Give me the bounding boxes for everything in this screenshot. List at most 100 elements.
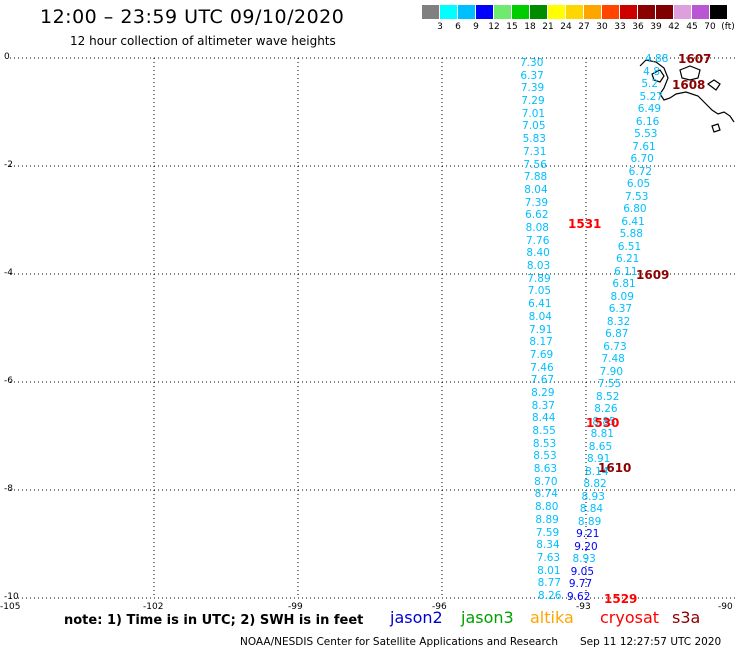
wave-height-value: 8.84 xyxy=(579,503,604,516)
wave-height-value: 6.80 xyxy=(623,203,647,216)
wave-height-value: 6.73 xyxy=(603,340,627,353)
lat-tick-label: -2 xyxy=(4,160,13,170)
wave-height-value: 6.37 xyxy=(608,303,633,316)
map-title: 12:00 – 23:59 UTC 09/10/2020 xyxy=(40,6,345,28)
lat-tick-label: -10 xyxy=(4,592,19,602)
wave-height-value: 7.67 xyxy=(530,374,555,387)
wave-height-value: 8.89 xyxy=(535,513,559,526)
wave-height-value: 9.20 xyxy=(574,540,598,553)
wave-height-value: 8.93 xyxy=(572,553,596,566)
wave-height-value: 8.77 xyxy=(537,577,561,590)
generated-timestamp: Sep 11 12:27:57 UTC 2020 xyxy=(580,636,722,648)
wave-height-value: 4.88 xyxy=(645,53,669,65)
wave-height-value: 8.80 xyxy=(535,501,559,514)
lat-tick-label: -8 xyxy=(4,484,13,494)
legend-swatch xyxy=(548,5,565,19)
wave-height-value: 6.62 xyxy=(525,209,549,222)
wave-height-value: 8.26 xyxy=(538,590,562,602)
time-label: 1530 xyxy=(586,416,620,430)
wave-height-value: 6.16 xyxy=(635,115,660,128)
legend-sat-cryosat: cryosat xyxy=(600,608,660,627)
wave-height-value: 8.44 xyxy=(532,412,556,425)
legend-sat-jason2: jason2 xyxy=(390,608,443,627)
wave-height-value: 6.51 xyxy=(617,240,642,253)
lon-tick-label: -99 xyxy=(288,602,303,612)
credit-line: NOAA/NESDIS Center for Satellite Applica… xyxy=(240,636,558,648)
wave-height-value: 8.29 xyxy=(531,386,555,399)
wave-height-value: 9.05 xyxy=(570,565,595,578)
legend-swatch xyxy=(602,5,619,19)
legend-label: 36 xyxy=(632,22,644,32)
wave-height-value: 8.53 xyxy=(532,437,557,450)
wave-height-value: 8.93 xyxy=(581,490,605,503)
wave-height-value: 7.90 xyxy=(599,365,624,378)
wave-height-value: 6.41 xyxy=(528,298,552,311)
wave-height-value: 8.82 xyxy=(583,478,607,491)
wave-height-value: 6.70 xyxy=(630,153,654,166)
time-label: 1610 xyxy=(598,461,632,475)
legend-swatch xyxy=(422,5,439,19)
legend-swatch xyxy=(674,5,691,19)
legend-swatch xyxy=(638,5,655,19)
legend-swatch xyxy=(530,5,547,19)
legend-label: 6 xyxy=(455,22,461,32)
wave-height-value: 8.04 xyxy=(528,310,552,323)
wave-height-value: 8.52 xyxy=(596,390,620,403)
legend-swatch xyxy=(512,5,529,19)
wave-height-value: 7.39 xyxy=(520,82,545,95)
wave-height-value: 8.26 xyxy=(594,403,618,416)
legend-swatch xyxy=(692,5,709,19)
time-label: 1531 xyxy=(568,217,602,231)
legend-sat-altika: altika xyxy=(530,608,574,627)
legend-swatch xyxy=(710,5,727,19)
wave-height-value: 8.04 xyxy=(524,183,548,196)
wave-height-value: 6.72 xyxy=(628,165,653,178)
lon-tick-label: -90 xyxy=(718,602,733,612)
wave-height-value: 7.63 xyxy=(536,551,561,564)
wave-height-value: 8.08 xyxy=(525,221,549,234)
legend-label: 15 xyxy=(506,22,518,32)
wave-height-value: 9.77 xyxy=(568,578,593,591)
legend-label: 42 xyxy=(668,22,680,32)
wave-height-value: 6.37 xyxy=(520,69,544,82)
wave-height-value: 8.63 xyxy=(533,463,558,476)
footer-note: note: 1) Time is in UTC; 2) SWH is in fe… xyxy=(64,613,364,628)
wave-height-value: 6.87 xyxy=(605,328,629,341)
legend-label: 3 xyxy=(437,22,443,32)
wave-height-value: 8.17 xyxy=(529,336,553,349)
legend-label: 33 xyxy=(614,22,626,32)
legend-label: 27 xyxy=(578,22,590,32)
wave-height-value: 8.37 xyxy=(531,399,555,412)
wave-height-value: 7.88 xyxy=(523,171,548,184)
wave-height-value: 6.41 xyxy=(621,215,645,228)
wave-height-value: 7.29 xyxy=(521,95,545,108)
legend-swatch xyxy=(494,5,511,19)
legend-label: 70 xyxy=(704,22,716,32)
wave-height-value: 7.59 xyxy=(535,526,560,539)
time-label: 1609 xyxy=(636,268,670,282)
wave-height-value: 9.21 xyxy=(576,528,600,541)
legend-swatch xyxy=(476,5,493,19)
legend-swatch xyxy=(620,5,637,19)
wave-height-value: 5.83 xyxy=(522,133,546,146)
wave-height-value: 6.05 xyxy=(626,178,651,191)
wave-height-value: 5.27 xyxy=(639,90,663,103)
wave-height-value: 8.70 xyxy=(534,475,558,488)
wave-height-value: 6.11 xyxy=(614,265,638,278)
wave-height-value: 7.05 xyxy=(522,120,546,133)
wave-height-value: 5.2 xyxy=(641,78,659,91)
lat-tick-label: -6 xyxy=(4,376,13,386)
wave-height-value: 8.74 xyxy=(534,488,558,501)
wave-height-value: 7.01 xyxy=(521,107,546,120)
legend-swatch xyxy=(656,5,673,19)
legend-label: 39 xyxy=(650,22,662,32)
wave-height-value: 6.21 xyxy=(615,253,640,266)
galapagos-coastline xyxy=(639,59,735,133)
lat-tick-label: -4 xyxy=(4,268,13,278)
lon-tick-label: -96 xyxy=(432,602,447,612)
wave-height-value: 7.91 xyxy=(529,323,553,336)
wave-height-value: 8.03 xyxy=(526,260,551,273)
time-label: 1607 xyxy=(678,52,712,66)
time-label: 1608 xyxy=(672,78,706,92)
legend-label: 21 xyxy=(542,22,554,32)
